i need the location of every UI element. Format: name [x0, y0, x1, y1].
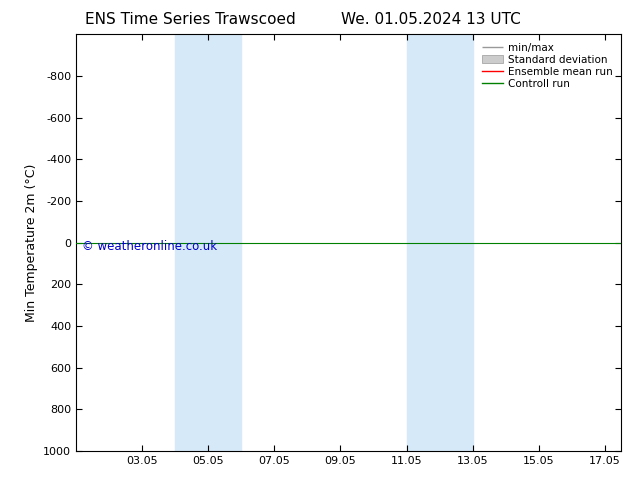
Text: © weatheronline.co.uk: © weatheronline.co.uk — [82, 241, 217, 253]
Bar — [406, 34, 472, 451]
Text: We. 01.05.2024 13 UTC: We. 01.05.2024 13 UTC — [341, 12, 521, 27]
Y-axis label: Min Temperature 2m (°C): Min Temperature 2m (°C) — [25, 163, 37, 322]
Bar — [175, 34, 242, 451]
Legend: min/max, Standard deviation, Ensemble mean run, Controll run: min/max, Standard deviation, Ensemble me… — [479, 40, 616, 92]
Text: ENS Time Series Trawscoed: ENS Time Series Trawscoed — [85, 12, 295, 27]
